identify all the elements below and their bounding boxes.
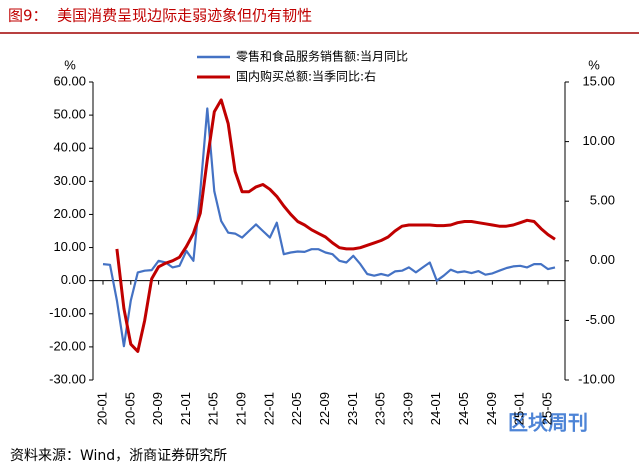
- x-tick-label: 21-01: [178, 392, 193, 425]
- y-tick-label: 20.00: [53, 206, 86, 221]
- y-tick-label: 40.00: [53, 140, 86, 155]
- y-tick-label: 50.00: [53, 107, 86, 122]
- x-tick-label: 20-01: [94, 392, 109, 425]
- x-tick-label: 22-05: [289, 392, 304, 425]
- y2-tick-label: -10.00: [578, 371, 615, 386]
- x-tick-label: 23-05: [373, 392, 388, 425]
- legend-label: 国内购买总额:当季同比:右: [236, 69, 376, 84]
- series-line: [102, 107, 556, 348]
- x-tick-label: 20-05: [122, 392, 137, 425]
- y-tick-label: 10.00: [53, 239, 86, 254]
- series-line: [115, 98, 556, 353]
- x-tick-label: 25-05: [539, 392, 554, 425]
- y-axis-label: %: [64, 57, 76, 72]
- legend-label: 零售和食品服务销售额:当月同比: [236, 49, 408, 64]
- x-tick-label: 21-09: [234, 392, 249, 425]
- y2-tick-label: 5.00: [590, 193, 615, 208]
- y-tick-label: 0.00: [61, 272, 86, 287]
- y-tick-label: 60.00: [53, 73, 86, 88]
- x-tick-label: 24-09: [484, 392, 499, 425]
- x-tick-label: 24-05: [456, 392, 471, 425]
- y2-tick-label: -5.00: [585, 312, 615, 327]
- source: 资料来源：Wind，浙商证券研究所: [10, 448, 227, 464]
- x-tick-label: 22-09: [317, 392, 332, 425]
- x-tick-label: 21-05: [206, 392, 221, 425]
- y2-axis-label: %: [588, 57, 600, 72]
- y2-tick-label: 0.00: [590, 252, 615, 267]
- y2-tick-label: 15.00: [582, 73, 615, 88]
- chart-title: 图9： 美国消费呈现边际走弱迹象但仍有韧性: [8, 7, 312, 25]
- y-tick-label: -10.00: [49, 305, 86, 320]
- x-tick-label: 24-01: [428, 392, 443, 425]
- x-tick-label: 25-01: [512, 392, 527, 425]
- watermark: 区块周刊: [508, 411, 588, 435]
- y-tick-label: -20.00: [49, 338, 86, 353]
- x-tick-label: 22-01: [261, 392, 276, 425]
- x-tick-label: 23-01: [345, 392, 360, 425]
- y-tick-label: 30.00: [53, 173, 86, 188]
- x-tick-label: 20-09: [150, 392, 165, 425]
- x-tick-label: 23-09: [400, 392, 415, 425]
- y2-tick-label: 10.00: [582, 133, 615, 148]
- y-tick-label: -30.00: [49, 371, 86, 386]
